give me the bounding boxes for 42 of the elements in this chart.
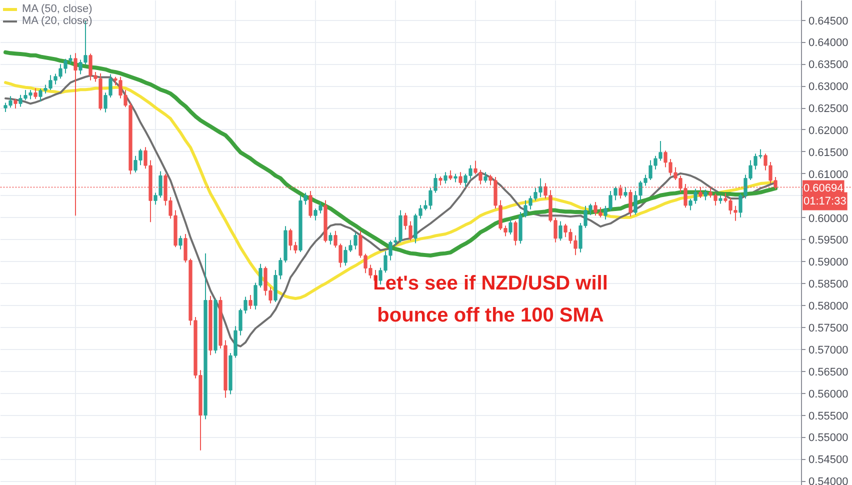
- candlestick: [328, 232, 332, 246]
- y-tick-label: 0.56000: [808, 388, 848, 400]
- y-tick-label: 0.56500: [808, 366, 848, 378]
- y-tick-label: 0.57500: [808, 322, 848, 334]
- y-tick-label: 0.63000: [808, 81, 848, 94]
- y-tick-label: 0.62000: [808, 124, 848, 137]
- y-tick-label: 0.61500: [808, 146, 848, 159]
- candlestick: [448, 170, 452, 181]
- candlestick: [248, 294, 252, 310]
- y-tick-label: 0.55000: [808, 432, 848, 444]
- y-tick-label: 0.58500: [808, 278, 848, 291]
- y-tick-label: 0.59500: [808, 234, 848, 247]
- ref-line-label: 0.60694: [804, 182, 844, 194]
- y-tick-label: 0.64500: [808, 15, 848, 28]
- candlestick: [484, 172, 488, 184]
- y-tick-label: 0.58000: [808, 300, 848, 313]
- line-series: [4, 50, 778, 258]
- legend-label: MA (20, close): [22, 15, 92, 27]
- candlestick: [458, 172, 462, 186]
- y-tick-label: 0.55500: [808, 410, 848, 422]
- candlestick: [14, 98, 18, 109]
- candlestick: [558, 220, 562, 242]
- y-tick-label: 0.60000: [808, 212, 848, 225]
- y-tick-label: 0.59000: [808, 256, 848, 269]
- y-tick-label: 0.61000: [808, 168, 848, 181]
- candlestick: [624, 186, 628, 198]
- candlestick: [444, 172, 448, 184]
- candlestick: [704, 189, 708, 201]
- candlestick: [308, 190, 312, 218]
- legend-label: MA (50, close): [22, 3, 92, 15]
- y-tick-label: 0.57000: [808, 344, 848, 356]
- candlestick: [508, 218, 512, 235]
- candlestick: [514, 220, 518, 246]
- text: 01:17:33: [804, 195, 846, 208]
- y-tick-label: 0.63500: [808, 59, 848, 72]
- annotation: Let's see if NZD/USD will bounce off the 100 SMA: [373, 272, 608, 326]
- y-tick-label: 0.62500: [808, 103, 848, 116]
- candlestick: [178, 235, 182, 250]
- y-tick-label: 0.54000: [808, 476, 848, 485]
- y-tick-label: 0.64000: [808, 37, 848, 50]
- candlestick: [34, 88, 38, 100]
- y-tick-label: 0.54500: [808, 454, 848, 466]
